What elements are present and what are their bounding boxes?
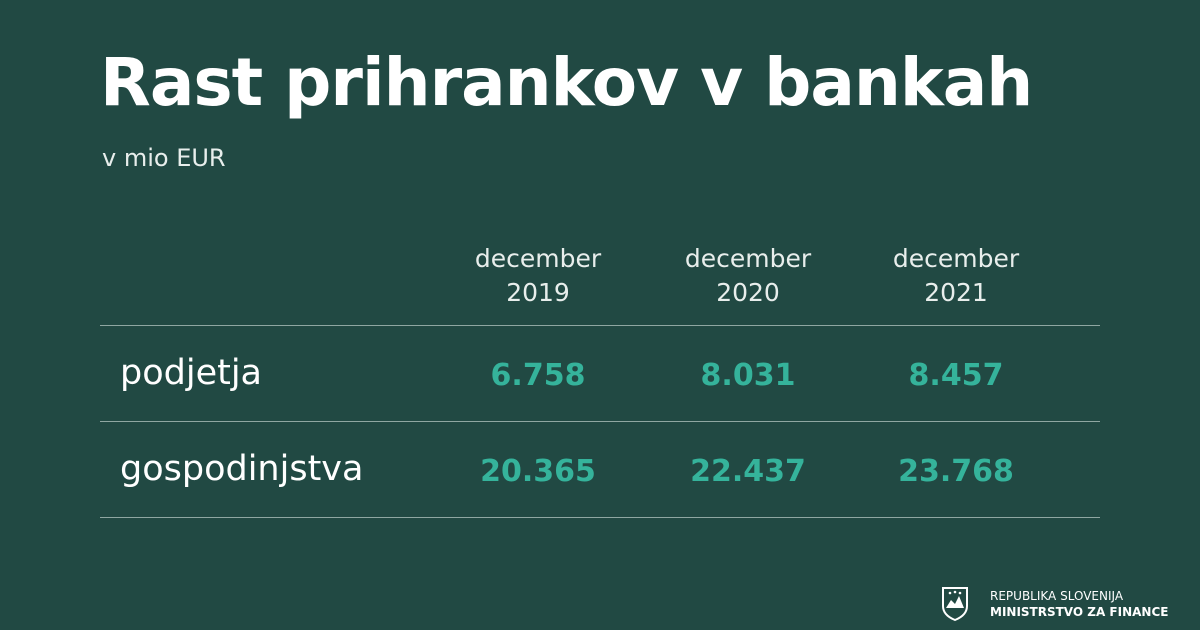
column-header-line: december bbox=[892, 244, 1020, 273]
footer-line: MINISTRSTVO ZA FINANCE bbox=[990, 605, 1169, 619]
column-header: december 2021 bbox=[856, 242, 1056, 310]
column-header-line: 2021 bbox=[924, 278, 988, 307]
value-cell: 22.437 bbox=[690, 454, 806, 489]
value-cell: 6.758 bbox=[490, 358, 586, 393]
column-header-line: december bbox=[684, 244, 812, 273]
row-divider bbox=[100, 421, 1100, 422]
subtitle: v mio EUR bbox=[102, 144, 226, 172]
row-label: podjetja bbox=[120, 353, 262, 393]
row-divider bbox=[100, 517, 1100, 518]
footer-line: REPUBLIKA SLOVENIJA bbox=[990, 589, 1124, 603]
column-header: december 2019 bbox=[438, 242, 638, 310]
column-header-line: 2020 bbox=[716, 278, 780, 307]
column-header-line: 2019 bbox=[506, 278, 570, 307]
value-cell: 23.768 bbox=[898, 454, 1014, 489]
value-cell: 20.365 bbox=[480, 454, 596, 489]
value-cell: 8.457 bbox=[908, 358, 1004, 393]
coat-of-arms bbox=[942, 587, 968, 622]
column-header-line: december bbox=[474, 244, 602, 273]
column-header: december 2020 bbox=[648, 242, 848, 310]
row-divider bbox=[100, 325, 1100, 326]
row-label: gospodinjstva bbox=[120, 449, 364, 489]
value-cell: 8.031 bbox=[700, 358, 796, 393]
title: Rast prihrankov v bankah bbox=[100, 44, 1033, 121]
